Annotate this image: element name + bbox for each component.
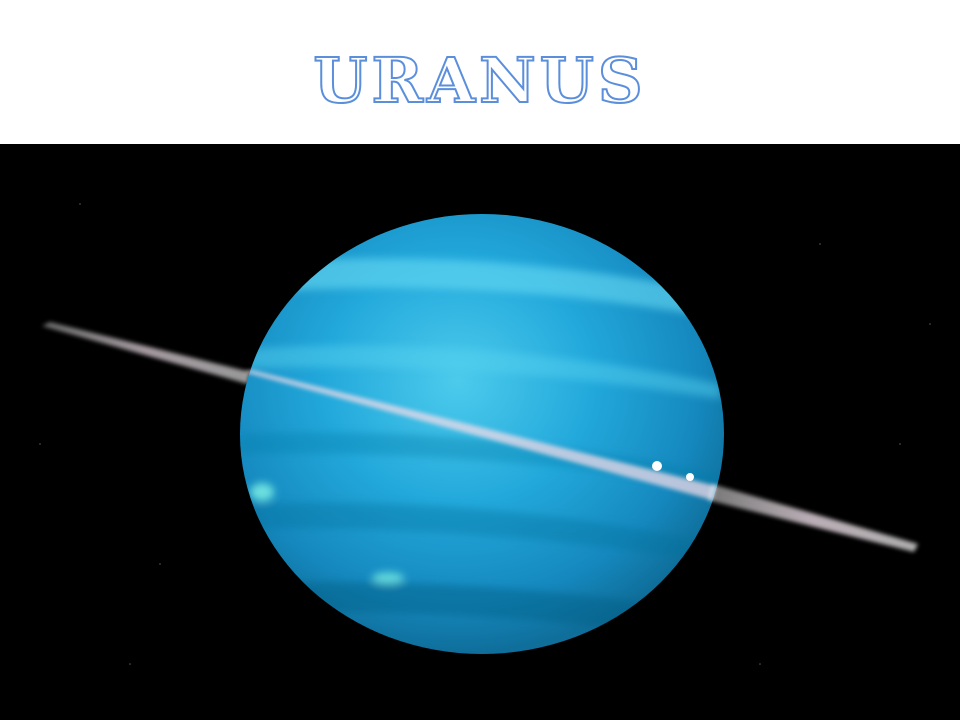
ring-back: [42, 322, 250, 384]
uranus-photo: [0, 144, 960, 720]
star-field: [39, 203, 931, 665]
uranus-image: [0, 144, 960, 720]
title-bar: URANUS: [0, 0, 960, 144]
moon-spots: [652, 461, 694, 481]
ring-front: [244, 370, 918, 552]
slide-title: URANUS: [312, 44, 647, 117]
